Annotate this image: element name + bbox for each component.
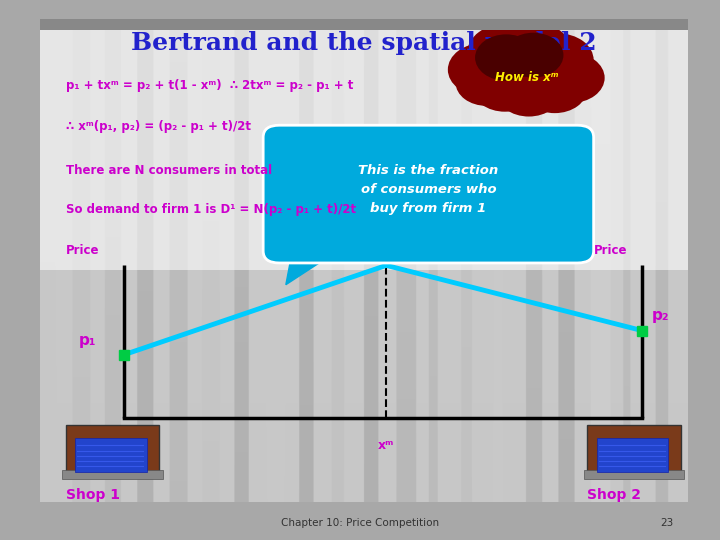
Circle shape	[448, 43, 519, 96]
FancyBboxPatch shape	[63, 470, 163, 479]
Circle shape	[503, 33, 564, 78]
Text: 23: 23	[660, 518, 673, 528]
FancyBboxPatch shape	[584, 470, 685, 479]
Text: ∴ xᵐ(p₁, p₂) = (p₂ - p₁ + t)/2t: ∴ xᵐ(p₁, p₂) = (p₂ - p₁ + t)/2t	[66, 120, 251, 133]
Polygon shape	[286, 251, 338, 285]
Text: There are N consumers in total: There are N consumers in total	[66, 164, 271, 177]
Text: Price: Price	[66, 244, 99, 256]
Text: This is the fraction
of consumers who
buy from firm 1: This is the fraction of consumers who bu…	[359, 164, 498, 215]
Text: Price: Price	[593, 244, 627, 256]
Circle shape	[523, 33, 593, 86]
Text: So demand to firm 1 is D¹ = N(p₂ - p₁ + t)/2t: So demand to firm 1 is D¹ = N(p₂ - p₁ + …	[66, 202, 356, 215]
FancyBboxPatch shape	[40, 17, 688, 30]
FancyBboxPatch shape	[588, 425, 681, 476]
Text: Chapter 10: Price Competition: Chapter 10: Price Competition	[281, 518, 439, 528]
Circle shape	[497, 68, 562, 117]
Circle shape	[472, 63, 537, 112]
Circle shape	[496, 22, 571, 78]
Circle shape	[456, 59, 518, 106]
Circle shape	[475, 35, 537, 81]
Circle shape	[523, 65, 588, 113]
Text: How is xᵐ: How is xᵐ	[495, 71, 559, 84]
FancyBboxPatch shape	[40, 19, 688, 270]
Text: Shop 1: Shop 1	[66, 488, 120, 502]
Circle shape	[537, 53, 605, 103]
Text: Shop 2: Shop 2	[588, 488, 642, 502]
FancyBboxPatch shape	[597, 438, 668, 472]
Text: p₁ + txᵐ = p₂ + t(1 - xᵐ)  ∴ 2txᵐ = p₂ - p₁ + t: p₁ + txᵐ = p₂ + t(1 - xᵐ) ∴ 2txᵐ = p₂ - …	[66, 79, 353, 92]
Circle shape	[467, 24, 545, 82]
FancyBboxPatch shape	[66, 425, 160, 476]
Text: p₁: p₁	[78, 333, 96, 348]
FancyBboxPatch shape	[76, 438, 147, 472]
Text: Bertrand and the spatial model 2: Bertrand and the spatial model 2	[131, 31, 596, 55]
FancyBboxPatch shape	[484, 46, 580, 90]
Text: xᵐ: xᵐ	[378, 440, 395, 453]
Text: p₂: p₂	[652, 308, 670, 323]
FancyBboxPatch shape	[264, 125, 593, 263]
